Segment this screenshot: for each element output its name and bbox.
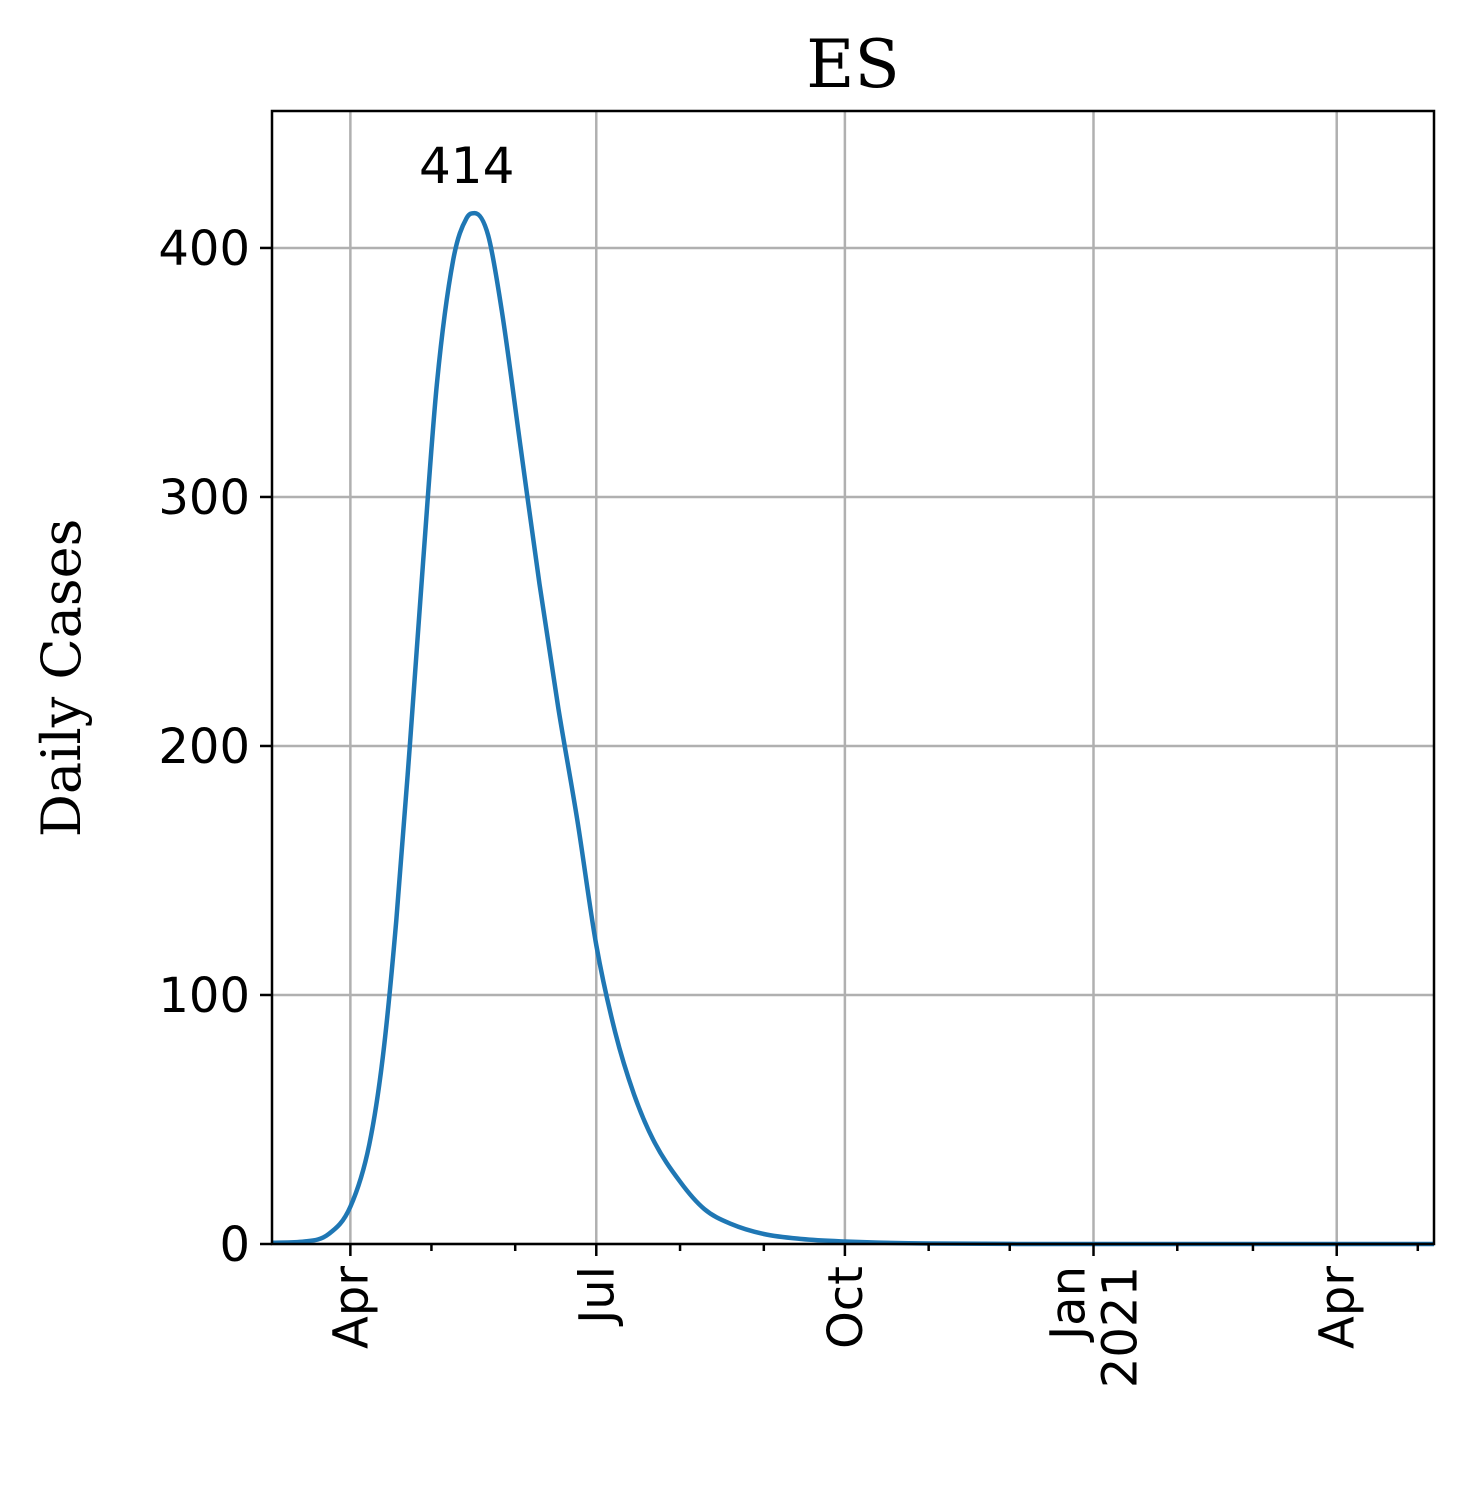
peak-annotation: 414 [419,137,514,195]
y-tick-label: 300 [158,470,250,526]
annotations: 414 [419,137,514,195]
x-tick-label-line: Jul [569,1266,625,1327]
x-tick-label: Apr [1310,1266,1366,1349]
y-tick-label: 200 [158,719,250,775]
y-tick-label: 0 [219,1217,250,1273]
x-tick-label: Jul [569,1266,625,1327]
y-axis-label: Daily Cases [30,519,93,838]
x-tick-label-line: 2021 [1093,1266,1149,1388]
grid [272,111,1434,1246]
series-layer [271,210,1434,1247]
x-tick-label-line: Apr [323,1266,379,1349]
x-tick-label: Apr [323,1266,379,1349]
x-tick-label-line: Apr [1310,1266,1366,1349]
x-tick-label: Oct [818,1266,874,1349]
y-tick-label: 100 [158,968,250,1024]
plot-frame [270,109,1436,1246]
x-tick-label-line: Jan [1041,1266,1097,1343]
daily-cases-line [271,210,1434,1247]
chart-title: ES [806,26,899,103]
x-tick-label-line: Oct [818,1266,874,1349]
y-tick-label: 400 [158,221,250,277]
